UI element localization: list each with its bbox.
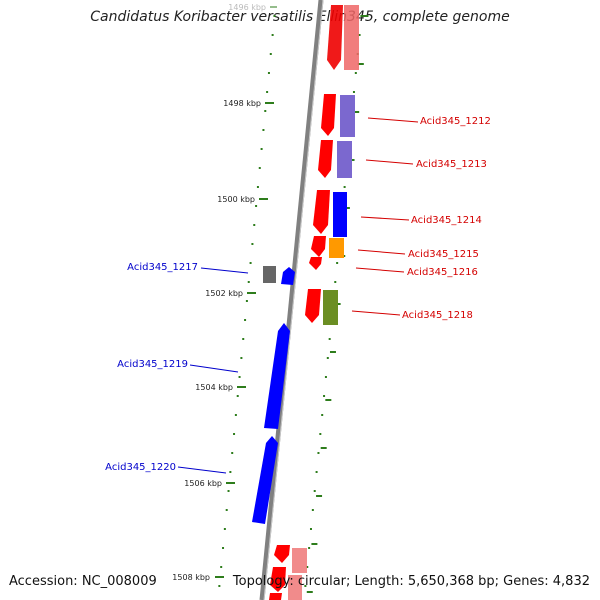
genome-backbone-highlight [263,0,324,600]
cds-1213[interactable] [318,140,333,178]
cds-1219[interactable] [264,323,290,429]
cds-1212[interactable] [321,94,336,136]
feature-1217-gray[interactable] [263,266,276,283]
ruler: 1496 kbp 1498 kbp 1500 kbp 1502 kbp 1504… [172,3,277,582]
svg-text:1506 kbp: 1506 kbp [184,479,222,488]
svg-text:1508 kbp: 1508 kbp [172,573,210,582]
label-leaders [177,117,419,474]
cds-bottom-3[interactable] [269,593,282,600]
ruler-tick-1496: 1496 kbp [228,3,277,12]
left-minor-ticks [218,15,276,587]
cds-1216[interactable] [309,257,322,270]
cds-bottom[interactable] [274,545,290,563]
feature-1214[interactable] [333,192,347,237]
svg-text:1504 kbp: 1504 kbp [195,383,233,392]
cds-1214[interactable] [313,190,330,234]
svg-text:1500 kbp: 1500 kbp [217,195,255,204]
forward-feature-boxes [288,5,359,600]
cds-1218[interactable] [305,289,321,323]
forward-cds-features [269,5,343,600]
gene-label-1220[interactable]: Acid345_1220 [105,462,176,473]
genome-backbone [259,0,324,600]
accession-text: Accession: NC_008009 [9,574,157,589]
gene-label-1217[interactable]: Acid345_1217 [127,262,198,273]
gene-label-1215[interactable]: Acid345_1215 [408,249,479,260]
gene-labels: Acid345_1212 Acid345_1213 Acid345_1214 A… [105,116,491,473]
cds-top-faded[interactable] [327,5,343,70]
cds-1217[interactable] [281,267,295,285]
feature-bottom[interactable] [292,548,307,573]
gene-label-1219[interactable]: Acid345_1219 [117,359,188,370]
cds-1220[interactable] [252,436,278,524]
feature-top-faded[interactable] [344,5,359,70]
svg-text:1502 kbp: 1502 kbp [205,289,243,298]
ruler-tick-1498: 1498 kbp [223,99,274,108]
feature-1212[interactable] [340,95,355,137]
ruler-tick-1508: 1508 kbp [172,573,224,582]
feature-bottom-2[interactable] [288,575,302,600]
ruler-tick-1506: 1506 kbp [184,479,235,488]
ruler-tick-1504: 1504 kbp [195,383,246,392]
cds-bottom-2[interactable] [270,567,286,592]
gene-label-1212[interactable]: Acid345_1212 [420,116,491,127]
gene-label-1216[interactable]: Acid345_1216 [407,267,478,278]
svg-text:1496 kbp: 1496 kbp [228,3,266,12]
cds-1215[interactable] [311,236,326,257]
reverse-cds-features [252,266,295,524]
gene-label-1214[interactable]: Acid345_1214 [411,215,482,226]
ruler-tick-1502: 1502 kbp [205,289,256,298]
genome-info-text: Topology: circular; Length: 5,650,368 bp… [232,574,590,589]
genome-title: Candidatus Koribacter versatilis Ellin34… [90,9,510,25]
gene-label-1218[interactable]: Acid345_1218 [402,310,473,321]
svg-text:1498 kbp: 1498 kbp [223,99,261,108]
ruler-tick-1500: 1500 kbp [217,195,268,204]
feature-1213[interactable] [337,141,352,178]
feature-1218[interactable] [323,290,338,325]
gene-label-1213[interactable]: Acid345_1213 [416,159,487,170]
feature-1215[interactable] [329,238,344,258]
